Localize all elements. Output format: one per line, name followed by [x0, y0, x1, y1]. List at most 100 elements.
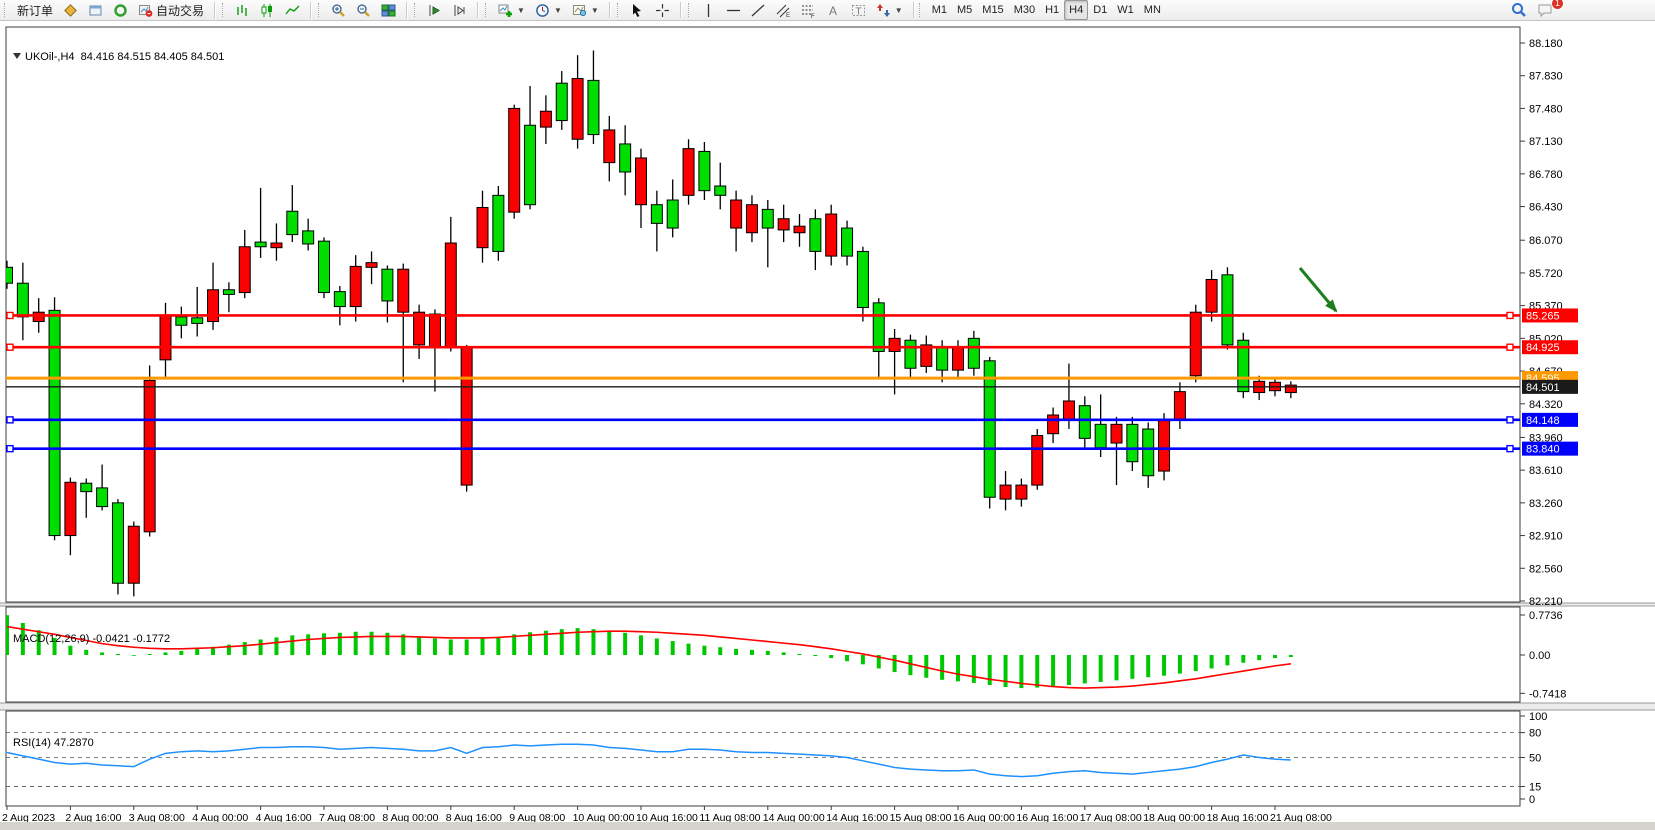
chart-canvas[interactable]: 88.180 87.830 87.480 87.130 86.780 86.430 86.0…: [0, 21, 1655, 830]
channel-button[interactable]: E: [771, 0, 796, 20]
text-button[interactable]: A: [821, 0, 846, 20]
cursor-button[interactable]: [625, 0, 650, 20]
drag-grip[interactable]: [485, 3, 490, 17]
candle-body: [381, 268, 394, 302]
timeframe-m15-button[interactable]: M15: [982, 4, 1004, 16]
price-tick-label: 87.830: [1529, 71, 1563, 83]
candle-body: [555, 82, 568, 122]
candle-body: [1062, 400, 1075, 421]
hline-button[interactable]: [721, 0, 746, 20]
drag-grip[interactable]: [414, 3, 419, 17]
macd-pane[interactable]: [5, 606, 1521, 703]
candle-body: [761, 208, 774, 229]
rsi-axis: 100 80 50 150: [1520, 711, 1547, 806]
line-handle[interactable]: [6, 444, 14, 453]
line-handle[interactable]: [6, 311, 14, 320]
candle-body: [1047, 414, 1060, 435]
line-chart-button[interactable]: [280, 0, 305, 20]
candle-body: [222, 289, 235, 295]
price-tick-label: 83.610: [1529, 465, 1563, 477]
drag-grip[interactable]: [222, 3, 227, 17]
pane-separator[interactable]: [0, 703, 1655, 710]
drag-grip[interactable]: [4, 3, 9, 17]
line-handle[interactable]: [6, 416, 14, 424]
macd-axis: 0.7736 0.00 -0.7418: [1520, 610, 1566, 700]
bar-chart-button[interactable]: [230, 0, 255, 20]
timeframe-mn-button[interactable]: MN: [1143, 4, 1161, 16]
line-handle[interactable]: [1506, 311, 1514, 320]
chart-window-icon[interactable]: [83, 0, 108, 20]
drag-grip[interactable]: [918, 3, 924, 17]
line-handle[interactable]: [1506, 444, 1514, 453]
new-order-button-label: 新订单: [17, 3, 54, 18]
pane-separator[interactable]: [0, 603, 1655, 606]
search-button[interactable]: [1506, 0, 1532, 20]
price-tick-label: 86.430: [1529, 202, 1563, 214]
svg-text:84.925: 84.925: [1526, 342, 1560, 354]
zoom-in-button[interactable]: [326, 0, 351, 20]
zoom-out-button[interactable]: [351, 0, 376, 20]
pointer-group: [613, 0, 677, 20]
vline-button[interactable]: [696, 0, 721, 20]
timeframe-d1-button[interactable]: D1: [1093, 4, 1108, 16]
chart-collapse-icon[interactable]: [13, 53, 21, 59]
candle-body: [841, 227, 854, 257]
candle-body: [48, 309, 61, 537]
periods-button[interactable]: ▼: [530, 0, 567, 20]
drag-grip[interactable]: [318, 3, 323, 17]
chart-shift-button[interactable]: [447, 0, 472, 20]
auto-scroll-button[interactable]: [422, 0, 447, 20]
fibonacci-button[interactable]: F: [796, 0, 821, 20]
tile-windows-button[interactable]: [376, 0, 401, 20]
candle-body: [730, 199, 743, 229]
annotation-arrow-head: [1325, 299, 1338, 313]
line-handle[interactable]: [6, 343, 14, 351]
template-icon: [572, 3, 587, 18]
candle-chart-button[interactable]: [255, 0, 280, 20]
drag-grip[interactable]: [687, 3, 693, 17]
line-handle[interactable]: [1506, 343, 1514, 351]
chevron-down-icon: ▼: [894, 5, 903, 15]
drag-grip[interactable]: [616, 3, 622, 17]
candle-body: [318, 240, 330, 294]
timeframe-m1-button[interactable]: M1: [931, 4, 947, 16]
toolbar-separator: [406, 2, 408, 18]
date-tick-label: 7 Aug 08:00: [319, 812, 375, 824]
candle-body: [397, 268, 410, 313]
trendline-button[interactable]: [746, 0, 771, 20]
channel-icon: E: [776, 3, 791, 18]
candle-body: [983, 360, 996, 498]
date-tick-label: 2 Aug 16:00: [65, 812, 121, 824]
crosshair-button[interactable]: [650, 0, 675, 20]
market-watch-icon[interactable]: [58, 0, 83, 20]
date-axis[interactable]: 2 Aug 2023 2 Aug 16:00 3 Aug 08:00 4 Aug 00…: [2, 806, 1332, 824]
timeframe-m5-button[interactable]: M5: [957, 4, 973, 16]
chart-window[interactable]: 88.180 87.830 87.480 87.130 86.780 86.430 86.0…: [0, 21, 1655, 830]
ohlc-values: 84.416 84.515 84.405 84.501: [80, 51, 225, 63]
date-tick-label: 15 Aug 08:00: [890, 812, 952, 824]
label-button[interactable]: T: [846, 0, 871, 20]
timeframe-m30-button[interactable]: M30: [1013, 4, 1036, 16]
timeframe-h4-button[interactable]: H4: [1064, 0, 1089, 20]
timeframe-h1-button[interactable]: H1: [1045, 4, 1060, 16]
timeframe-w1-button[interactable]: W1: [1117, 4, 1134, 16]
candle-body: [16, 282, 29, 318]
indicators-icon: [498, 3, 513, 18]
rsi-pane[interactable]: [5, 710, 1521, 807]
candle-body: [936, 347, 949, 371]
navigator-icon[interactable]: [108, 0, 133, 20]
candle-body: [999, 484, 1012, 500]
line-handle[interactable]: [1506, 416, 1514, 424]
new-order-button[interactable]: 新订单: [12, 0, 58, 20]
notifications-button[interactable]: 1: [1532, 0, 1564, 20]
templates-button[interactable]: ▼: [567, 0, 604, 20]
candle-body: [793, 225, 806, 234]
auto-trading-button-label: 自动交易: [156, 3, 205, 18]
price-tick-label: 85.720: [1529, 268, 1563, 280]
macd-signal-line: [6, 625, 1291, 689]
arrows-button[interactable]: ▼: [871, 0, 908, 20]
arrows-icon: [876, 3, 891, 18]
indicators-button[interactable]: ▼: [493, 0, 530, 20]
auto-trading-button[interactable]: 自动交易: [133, 0, 209, 20]
price-badge-84.501: 84.501: [1522, 379, 1578, 394]
